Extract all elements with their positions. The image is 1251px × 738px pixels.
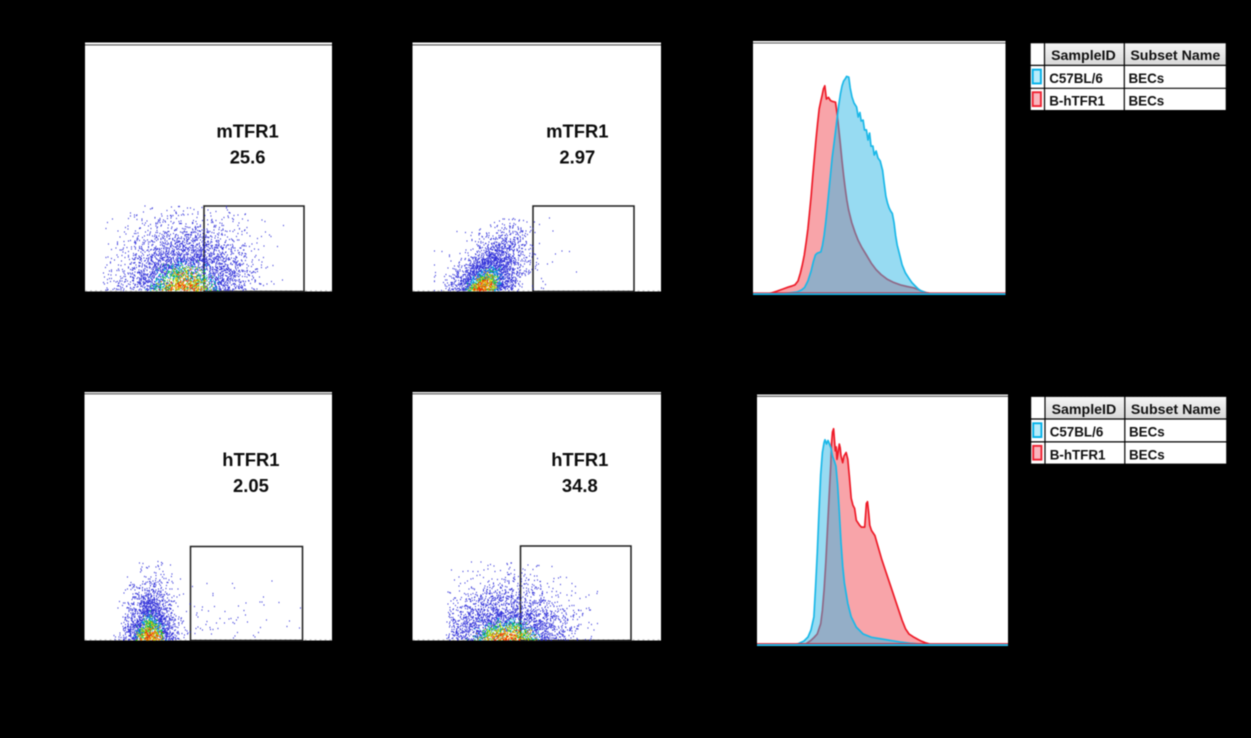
svg-text:hTFR1: hTFR1 [551, 449, 608, 470]
svg-text:C57BL/6: C57BL/6 [1050, 425, 1104, 440]
svg-text:Subset Name: Subset Name [1131, 402, 1221, 418]
svg-text:2.05: 2.05 [233, 475, 269, 496]
svg-text:BECs: BECs [1129, 94, 1165, 109]
svg-text:SampleID: SampleID [1052, 402, 1117, 418]
svg-text:2.97: 2.97 [559, 146, 595, 167]
svg-text:SampleID: SampleID [1051, 48, 1116, 64]
svg-text:B-hTFR1: B-hTFR1 [1049, 94, 1105, 109]
svg-text:B-hTFR1: B-hTFR1 [1050, 447, 1106, 462]
svg-text:mTFR1: mTFR1 [546, 121, 608, 142]
svg-text:BECs: BECs [1129, 447, 1165, 462]
svg-text:mTFR1: mTFR1 [216, 121, 278, 142]
svg-text:BECs: BECs [1129, 71, 1165, 86]
svg-text:C57BL/6: C57BL/6 [1049, 71, 1103, 86]
svg-text:25.6: 25.6 [230, 146, 266, 167]
svg-text:hTFR1: hTFR1 [222, 449, 279, 470]
svg-text:BECs: BECs [1129, 425, 1165, 440]
svg-text:34.8: 34.8 [562, 475, 598, 496]
svg-text:Subset Name: Subset Name [1130, 48, 1220, 64]
